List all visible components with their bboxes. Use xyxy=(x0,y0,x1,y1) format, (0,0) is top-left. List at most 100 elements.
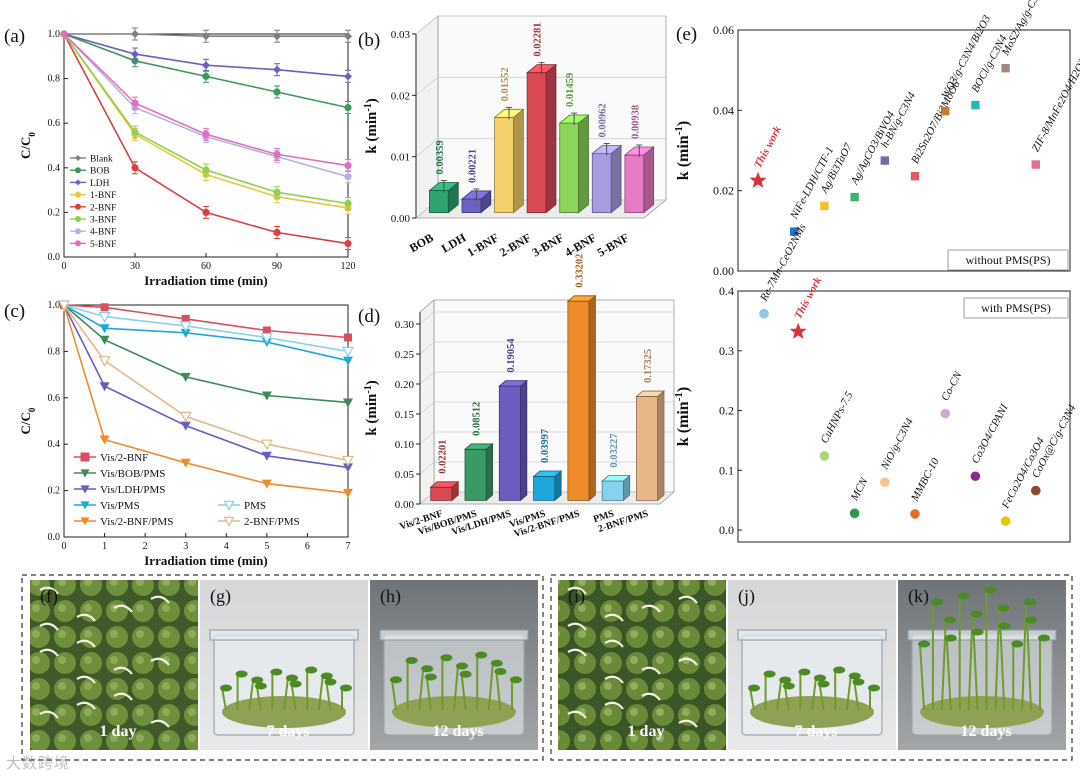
data-point-Bi2Sn2O7/Bi2MoO6 xyxy=(910,172,920,181)
legend-box xyxy=(963,297,1069,319)
seedling-leaf xyxy=(475,651,488,659)
seedling-leaf xyxy=(270,668,283,676)
point-label: CuHNPs-7.5 xyxy=(818,389,855,445)
legend-marker xyxy=(75,155,81,161)
y-axis-label: k (min-1) xyxy=(673,121,692,180)
seedling-leaf xyxy=(235,670,248,678)
y-tick-label: 0.0 xyxy=(719,523,734,537)
y-tick-label: 0.00 xyxy=(713,264,734,278)
data-point-Vis/LDH/PMS xyxy=(99,382,110,392)
legend-marker xyxy=(223,516,235,527)
data-point-This work xyxy=(749,171,767,188)
bar-2-BNF/PMS xyxy=(636,396,659,501)
sprout-root xyxy=(150,595,170,604)
y-tick-label: 0.6 xyxy=(48,118,61,129)
x-tick-label: 0 xyxy=(62,541,67,552)
photo-caption: 12 days xyxy=(432,723,483,740)
y-tick-label: 0.0 xyxy=(48,532,61,543)
axes-frame xyxy=(737,290,1071,543)
data-point-MoS2/Ag/g-C3N4 xyxy=(1001,63,1010,73)
bar-BOB xyxy=(429,190,449,213)
category-label: 5-BNF xyxy=(595,230,631,259)
data-point-2-BNF/PMS xyxy=(260,439,273,451)
data-point-5-BNF xyxy=(202,130,210,138)
x-tick-label: 4 xyxy=(224,541,229,552)
data-point-PMS xyxy=(98,312,111,323)
sprout-root xyxy=(39,586,59,595)
x-tick-label: 5 xyxy=(264,541,269,552)
legend-entry: LDH xyxy=(90,179,110,189)
seedling-leaf xyxy=(833,666,846,674)
watermark: 大数跨境 xyxy=(6,754,71,772)
data-point-This work xyxy=(789,322,807,339)
gridline xyxy=(419,341,435,355)
data-point-Vis/2-BNF/PMS xyxy=(180,458,191,468)
seedling-leaf xyxy=(459,670,472,678)
seedling-leaf xyxy=(424,673,437,681)
seedling-leaf xyxy=(220,684,232,692)
sprout-root xyxy=(604,675,624,684)
seedling-leaf xyxy=(957,592,970,600)
seedling-leaf xyxy=(1024,598,1037,606)
legend-entry: 3-BNF xyxy=(90,216,116,226)
data-point-Re-7Mn-CeO2NMs xyxy=(759,308,769,319)
data-point-BOB xyxy=(344,103,352,112)
legend-marker xyxy=(223,500,235,511)
bar-Vis/BOB/PMS xyxy=(464,448,487,501)
bar-LDH xyxy=(461,198,482,214)
y-tick-label: 0.02 xyxy=(391,90,410,102)
seedling-leaf xyxy=(1025,616,1038,624)
y-tick-label: 0.06 xyxy=(713,23,734,37)
side-wall xyxy=(419,299,435,505)
photo-caption: 7 days xyxy=(794,723,837,740)
data-point-CuHNPs-7.5 xyxy=(819,451,830,461)
photo-caption: 1 day xyxy=(100,723,137,740)
seedling-stem xyxy=(255,685,262,711)
panel-a: 0 30 60 90 120 0.0 0.2 0.4 0.6 0.8 1.0 Irradiation … xyxy=(4,26,356,288)
x-axis-label: Irradiation time (min) xyxy=(144,273,267,288)
legend-entry: BOB xyxy=(90,167,110,177)
legend-box xyxy=(947,249,1069,271)
sprout-root xyxy=(150,657,170,666)
data-point-LDH xyxy=(202,61,210,70)
seedling-leaf xyxy=(340,684,352,692)
data-point-FeCo2O4/Co3O4 xyxy=(1000,516,1011,526)
data-point-LDH xyxy=(344,72,352,81)
seedling-stem xyxy=(967,613,974,711)
sprout-root xyxy=(641,666,661,675)
data-point-5-BNF xyxy=(273,150,281,159)
x-tick-label: 30 xyxy=(130,261,140,272)
bar-1-BNF xyxy=(494,117,514,213)
data-point-5-BNF xyxy=(344,161,352,170)
category-label: 3-BNF xyxy=(530,230,566,259)
legend-marker xyxy=(75,203,81,210)
seedling-stem xyxy=(453,665,459,711)
legend-marker xyxy=(80,517,90,526)
data-point-Vis/2-BNF xyxy=(344,333,352,342)
data-point-LDH xyxy=(273,65,281,74)
photo-caption: 7 days xyxy=(266,723,309,740)
panel-label-a: (a) xyxy=(4,26,25,47)
sprout-root xyxy=(641,604,661,613)
bar-side xyxy=(485,443,493,502)
y-tick-label: 0.20 xyxy=(395,379,415,391)
bar-side xyxy=(545,63,557,214)
y-tick-label: 0.4 xyxy=(48,163,61,174)
data-point-Vis/2-BNF/PMS xyxy=(343,488,353,498)
seedling-leaf xyxy=(320,672,333,680)
bar-top xyxy=(635,390,666,397)
bar-Vis/2-BNF/PMS xyxy=(567,300,590,501)
x-tick-label: 120 xyxy=(341,261,356,272)
seedling-leaf xyxy=(440,654,453,662)
data-label: 0.08512 xyxy=(472,402,483,436)
seedling-stem xyxy=(317,675,324,711)
data-point-MMBC-10 xyxy=(910,509,920,519)
seedling-stem xyxy=(290,683,297,711)
seedling-leaf xyxy=(848,672,861,680)
data-label: 0.02201 xyxy=(437,440,448,474)
x-tick-label: 90 xyxy=(272,261,282,272)
y-axis-label: C/C0 xyxy=(18,407,37,434)
photo-label: (j) xyxy=(738,586,755,607)
seedling-leaf xyxy=(944,634,957,642)
photo-peas xyxy=(558,580,726,750)
